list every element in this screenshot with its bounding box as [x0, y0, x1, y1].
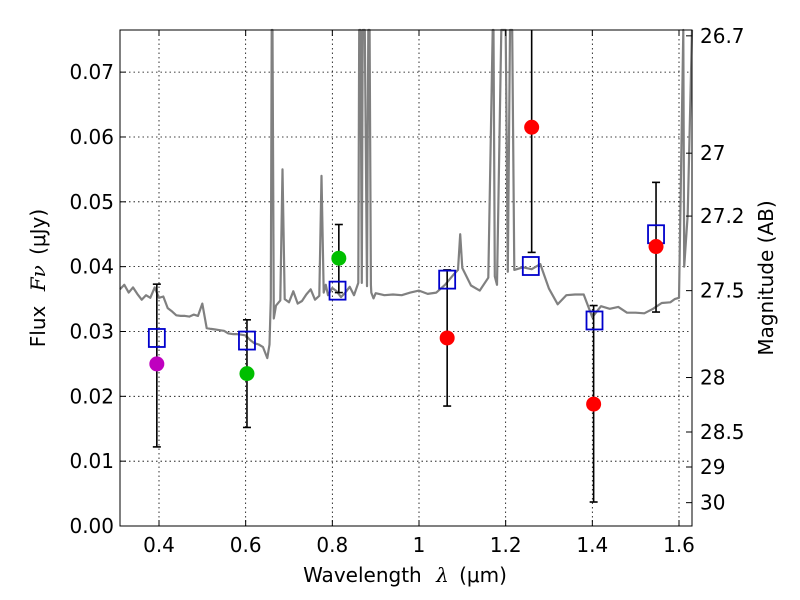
y2-axis-label: Magnitude (AB): [754, 200, 778, 355]
y2-tick-label: 28.5: [700, 420, 745, 444]
model-square-marker: [328, 280, 347, 301]
plot-frame: [119, 29, 693, 527]
y2-tick-label: 27.2: [700, 204, 745, 228]
x-tick-label: 1.4: [576, 533, 608, 557]
y-tick-label: 0.00: [69, 514, 114, 538]
observed-point: [439, 330, 455, 346]
model-spectrum-line: [119, 28, 694, 360]
x-tick-label: 0.4: [143, 533, 175, 557]
y2-tick-label: 30: [700, 491, 725, 515]
model-square-marker: [238, 330, 256, 351]
observed-point: [149, 356, 165, 372]
model-square-layer: [147, 224, 665, 351]
observed-point: [648, 239, 664, 255]
y2-axis-ticks: 26.7 27 27.2 27.5 28 28.5 29 30: [686, 24, 745, 515]
y2-tick-label: 26.7: [700, 24, 745, 48]
model-square-marker: [585, 310, 604, 331]
x-axis-ticks: 0.4 0.6 0.8 1 1.2 1.4 1.6: [143, 30, 695, 557]
y2-tick-label: 27.5: [700, 279, 745, 303]
model-spectrum-layer: [119, 28, 694, 360]
x-tick-label: 1.6: [663, 533, 695, 557]
observed-point: [586, 396, 602, 412]
y2-tick-label: 29: [700, 455, 725, 479]
model-square-marker: [438, 269, 457, 290]
observed-point-layer: [149, 119, 664, 412]
observed-point: [524, 119, 540, 135]
y-tick-label: 0.01: [69, 449, 114, 473]
y-axis-label: Flux Fν (μJy): [26, 209, 50, 347]
observed-point: [239, 366, 255, 382]
y-tick-label: 0.06: [69, 125, 114, 149]
model-square-marker: [147, 328, 166, 348]
y-tick-label: 0.03: [69, 319, 114, 343]
y-tick-label: 0.07: [69, 60, 114, 84]
observed-point: [331, 250, 347, 266]
errorbar-layer: [152, 30, 661, 503]
x-tick-label: 1: [413, 533, 426, 557]
model-square-marker: [521, 256, 540, 276]
y2-tick-label: 27: [700, 141, 725, 165]
x-tick-label: 0.6: [230, 533, 262, 557]
y-tick-label: 0.04: [69, 255, 114, 279]
y-axis-ticks: 0.00 0.01 0.02 0.03 0.04 0.05 0.06 0.07: [69, 60, 126, 538]
y2-tick-label: 28: [700, 366, 725, 390]
x-tick-label: 1.2: [490, 533, 522, 557]
grid: [120, 30, 692, 526]
x-axis-label: Wavelength λ (μm): [303, 563, 507, 587]
x-tick-label: 0.8: [316, 533, 348, 557]
y-tick-label: 0.05: [69, 190, 114, 214]
y-tick-label: 0.02: [69, 384, 114, 408]
